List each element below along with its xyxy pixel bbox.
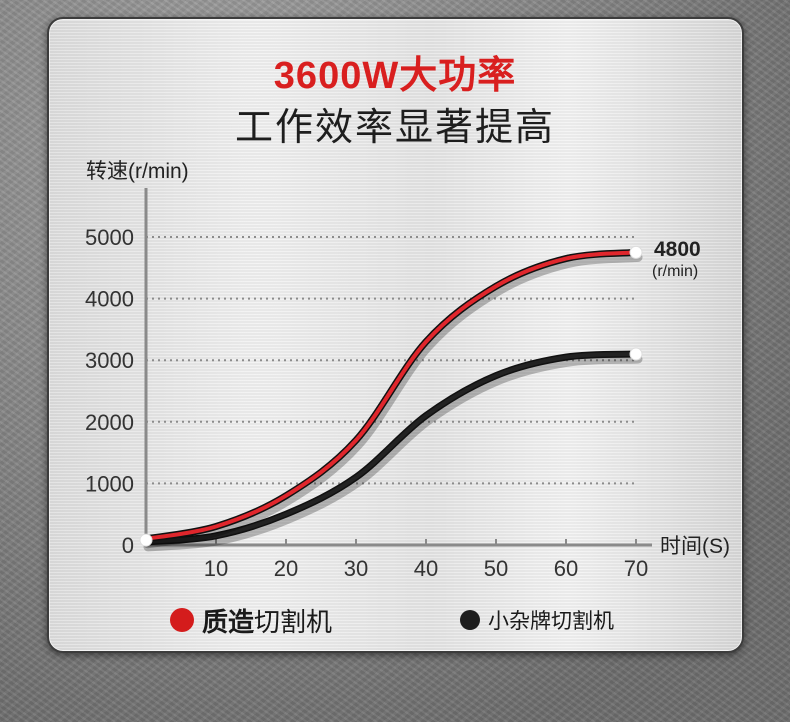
legend-generic-label: 小杂牌切割机	[488, 610, 614, 633]
x-tick-label: 40	[414, 556, 438, 581]
x-tick-label: 70	[624, 556, 648, 581]
legend-brand-rest: 切割机	[254, 606, 333, 637]
series-shadow-zhizao	[143, 252, 643, 549]
legend-item-zhizao: 质造 切割机	[170, 603, 332, 637]
x-tick-label: 50	[484, 556, 508, 581]
red-dot-icon	[170, 608, 194, 632]
y-tick-label: 5000	[85, 225, 134, 250]
series-line-zhizao	[144, 250, 638, 541]
annotation-value: 4800	[654, 238, 701, 261]
series-group	[139, 245, 643, 552]
series-outline-zhizao	[142, 248, 640, 543]
legend-item-generic: 小杂牌切割机	[460, 603, 614, 637]
y-tick-labels: 0 1000 2000 3000 4000 5000	[85, 225, 134, 558]
x-tick-label: 60	[554, 556, 578, 581]
series-end-point	[629, 347, 643, 361]
y-tick-label: 2000	[85, 410, 134, 435]
y-tick-label: 0	[122, 533, 134, 558]
chart-title-red: 3600W大功率	[273, 55, 517, 97]
black-dot-icon	[460, 610, 480, 630]
series-start-point	[139, 533, 153, 547]
series-shadow-generic	[143, 354, 643, 552]
annotation-unit: (r/min)	[652, 263, 698, 280]
y-tick-label: 3000	[85, 348, 134, 373]
y-tick-label: 1000	[85, 471, 134, 496]
y-tick-label: 4000	[85, 287, 134, 312]
chart-title-black: 工作效率显著提高	[234, 107, 555, 149]
series-line-generic	[144, 352, 638, 544]
x-tick-label: 30	[344, 556, 368, 581]
legend-brand-bold: 质造	[202, 606, 255, 637]
x-tick-label: 20	[274, 556, 298, 581]
y-axis-label: 转速(r/min)	[86, 160, 189, 183]
x-axis-label: 时间(S)	[660, 535, 730, 558]
series-end-point	[629, 245, 643, 259]
x-tick-label: 10	[204, 556, 228, 581]
x-tick-labels: 10 20 30 40 50 60 70	[204, 539, 648, 581]
